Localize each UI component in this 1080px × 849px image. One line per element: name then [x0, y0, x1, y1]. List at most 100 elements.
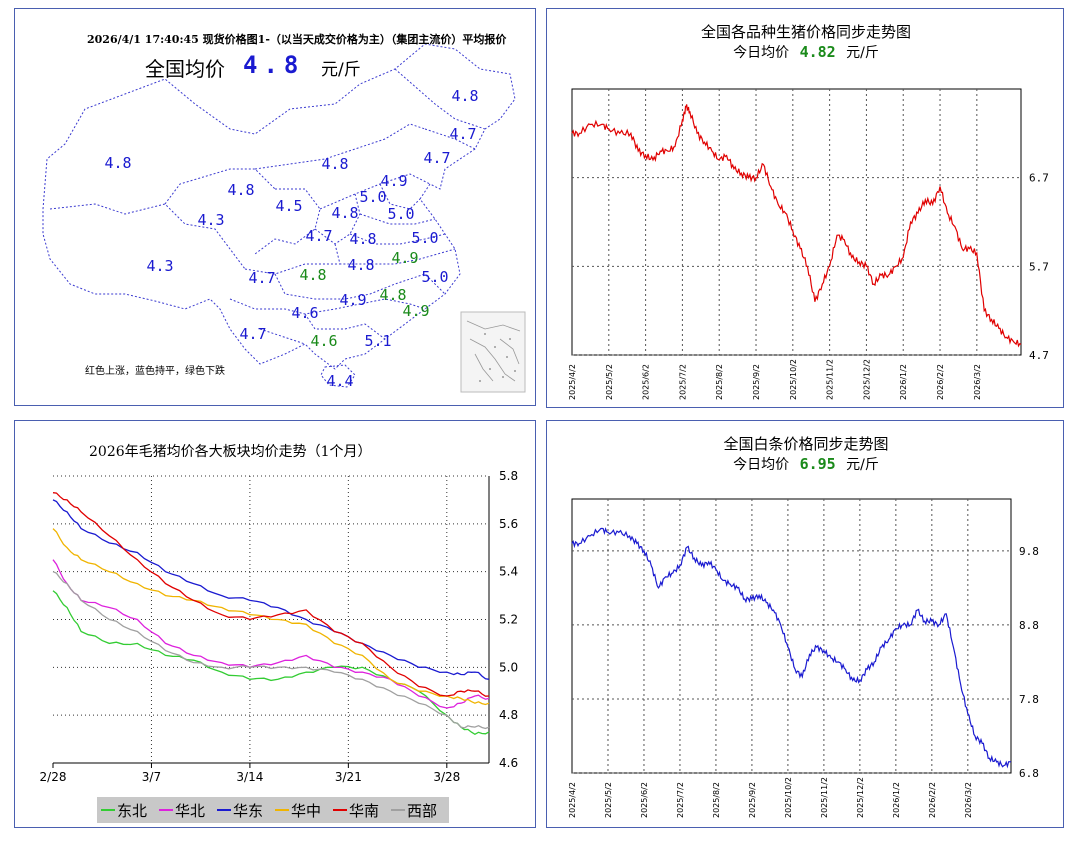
carcass-x-tick-label: 2026/2/2 [928, 782, 937, 818]
province-price-shandong: 5.0 [387, 205, 415, 223]
live-hog-x-tick-label: 2025/11/2 [826, 359, 835, 400]
carcass-today: 今日均价 6.95 元/斤 [547, 454, 1065, 474]
province-price-ningxia: 4.5 [275, 197, 303, 215]
live-hog-unit: 元/斤 [846, 45, 879, 61]
regions-legend-label: 东北 [117, 802, 147, 820]
map-header-line: 2026/4/1 17:40:45 现货价格图1-（以当天成交价格为主）（集团主… [87, 33, 507, 46]
province-price-chongqing: 4.8 [299, 266, 327, 284]
national-avg-label: 全国均价 [145, 57, 225, 81]
live-hog-x-tick-label: 2025/10/2 [789, 359, 798, 400]
regions-x-tick-label: 3/14 [236, 770, 263, 784]
live-hog-x-tick-label: 2025/5/2 [605, 364, 614, 400]
carcass-x-tick-label: 2025/8/2 [712, 782, 721, 818]
regions-y-tick-label: 5.4 [499, 565, 518, 579]
regions-x-tick-label: 2/28 [40, 770, 67, 784]
regions-y-tick-label: 5.8 [499, 469, 518, 483]
carcass-y-tick-label: 7.8 [1019, 693, 1039, 706]
carcass-x-tick-label: 2025/9/2 [748, 782, 757, 818]
regions-series-line [52, 559, 490, 709]
province-price-jiangxi: 4.8 [379, 286, 407, 304]
regions-series-line [52, 590, 490, 736]
live-hog-x-tick-label: 2026/3/2 [973, 364, 982, 400]
carcass-title: 全国白条价格同步走势图 [723, 435, 889, 453]
carcass-x-tick-label: 2025/11/2 [820, 777, 829, 818]
price-map-panel: 2026/4/1 17:40:45 现货价格图1-（以当天成交价格为主）（集团主… [14, 8, 536, 406]
regions-y-tick-label: 5.0 [499, 660, 518, 674]
carcass-y-tick-label: 8.8 [1019, 619, 1039, 632]
province-price-yunnan: 4.7 [239, 325, 267, 343]
regions-legend-label: 华南 [349, 802, 379, 820]
regions-series-line [52, 571, 490, 730]
province-price-shaanxi: 4.8 [331, 204, 359, 222]
province-price-jiangsu: 5.0 [411, 229, 439, 247]
live-hog-today-label: 今日均价 [733, 45, 790, 61]
carcass-x-tick-label: 2025/10/2 [784, 777, 793, 818]
regions-y-tick-label: 5.6 [499, 517, 518, 531]
regions-legend: 东北 华北 华东 华中 华南 西部 [97, 797, 449, 823]
regions-chart: 4.6 4.8 5.0 5.2 5.4 5.6 5.8 2/28 3/7 3/14 3/21 3/28… [40, 469, 518, 823]
regions-series-line [52, 492, 490, 697]
regions-panel: 2026年毛猪均价各大板块均价走势（1个月） 4.6 4.8 5.0 5.2 5.4 5.… [14, 420, 536, 828]
regions-y-tick-label: 4.6 [499, 756, 518, 770]
live-hog-today: 今日均价 4.82 元/斤 [547, 42, 1065, 62]
carcass-x-tick-label: 2025/4/2 [568, 782, 577, 818]
live-hog-panel: 全国各品种生猪价格同步走势图 今日均价 4.82 元/斤 2025/4/2 202… [546, 8, 1064, 408]
regions-legend-label: 华中 [291, 802, 321, 820]
province-price-anhui: 4.9 [391, 249, 419, 267]
regions-x-tick-label: 3/7 [142, 770, 161, 784]
regions-legend-label: 西部 [407, 802, 437, 820]
province-price-guangxi: 4.6 [310, 332, 338, 350]
live-hog-y-tick-label: 5.7 [1029, 260, 1049, 273]
live-hog-series-line [571, 104, 1022, 348]
live-hog-x-tick-label: 2025/7/2 [678, 364, 687, 400]
national-avg-value: 4.8 [243, 51, 305, 79]
province-price-xinjiang: 4.8 [104, 154, 132, 172]
live-hog-y-tick-label: 6.7 [1029, 172, 1049, 185]
live-hog-x-tick-label: 2025/12/2 [862, 359, 871, 400]
province-price-hunan: 4.9 [339, 291, 367, 309]
province-price-guizhou: 4.6 [291, 304, 319, 322]
map-legend-text: 红色上涨，蓝色持平，绿色下跌 [85, 366, 225, 377]
carcass-x-tick-label: 2025/5/2 [604, 782, 613, 818]
carcass-today-value: 6.95 [799, 455, 836, 473]
province-price-hubei: 4.8 [347, 256, 375, 274]
province-price-liaoning: 4.7 [423, 149, 451, 167]
carcass-x-tick-label: 2026/3/2 [964, 782, 973, 818]
province-price-heilongjiang: 4.8 [451, 87, 479, 105]
carcass-unit: 元/斤 [846, 457, 879, 473]
carcass-chart: 2025/4/2 2025/5/2 2025/6/2 2025/7/2 2025/8/2… [568, 498, 1039, 818]
province-price-jilin: 4.7 [449, 125, 477, 143]
carcass-x-tick-label: 2025/6/2 [640, 782, 649, 818]
regions-title: 2026年毛猪均价各大板块均价走势（1个月） [89, 444, 372, 460]
live-hog-chart: 2025/4/2 2025/5/2 2025/6/2 2025/7/2 2025/8/2… [568, 88, 1049, 400]
carcass-x-tick-label: 2026/1/2 [892, 782, 901, 818]
live-hog-x-tick-label: 2026/2/2 [936, 364, 945, 400]
live-hog-x-tick-label: 2025/4/2 [568, 364, 577, 400]
province-price-sichuan-north: 4.7 [305, 227, 333, 245]
regions-x-tick-label: 3/21 [335, 770, 362, 784]
province-price-gansu: 4.8 [227, 181, 255, 199]
regions-series-line [52, 499, 490, 680]
province-price-zhejiang: 5.0 [421, 268, 449, 286]
regions-legend-label: 华东 [233, 802, 263, 820]
province-price-hebei: 4.9 [380, 172, 408, 190]
carcass-y-tick-label: 6.8 [1019, 767, 1039, 780]
carcass-x-tick-label: 2025/7/2 [676, 782, 685, 818]
live-hog-x-tick-label: 2025/6/2 [642, 364, 651, 400]
live-hog-x-tick-label: 2025/9/2 [752, 364, 761, 400]
province-price-guangdong: 5.1 [364, 332, 392, 350]
live-hog-today-value: 4.82 [799, 43, 836, 61]
province-price-hainan: 4.4 [326, 372, 354, 390]
carcass-panel: 全国白条价格同步走势图 今日均价 6.95 元/斤 2025/4/2 2025/5… [546, 420, 1064, 828]
regions-x-tick-label: 3/28 [433, 770, 460, 784]
regions-legend-bg [97, 797, 449, 823]
carcass-y-tick-label: 9.8 [1019, 545, 1039, 558]
carcass-x-tick-label: 2025/12/2 [856, 777, 865, 818]
carcass-series-line [571, 527, 1012, 769]
province-price-inner-mongolia: 4.8 [321, 155, 349, 173]
province-price-qinghai: 4.3 [197, 211, 225, 229]
regions-legend-label: 华北 [175, 802, 205, 820]
live-hog-title: 全国各品种生猪价格同步走势图 [700, 23, 911, 41]
regions-y-tick-label: 5.2 [499, 613, 518, 627]
south-china-sea-inset [460, 311, 526, 393]
